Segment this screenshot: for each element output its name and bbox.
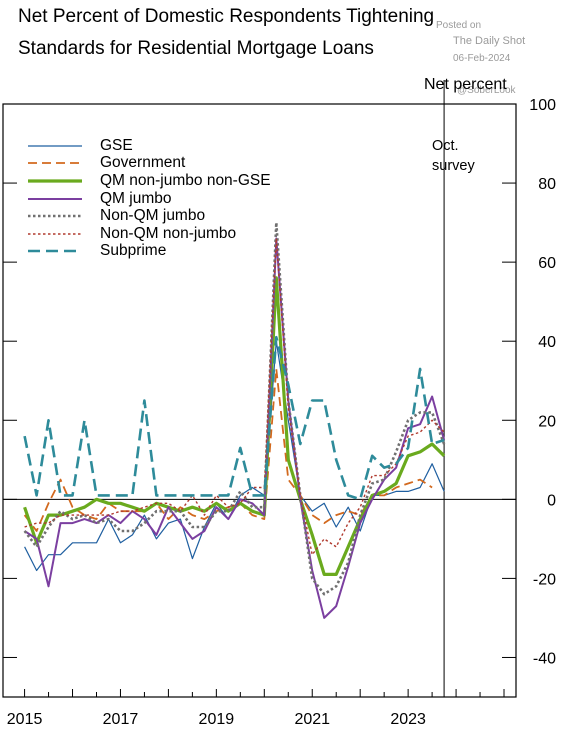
chart-title-line1: Net Percent of Domestic Respondents Tigh… [18,6,435,27]
y-tick-label: 80 [538,176,556,193]
y-tick-label: 60 [538,255,556,272]
annotation-line1: Oct. [432,138,459,154]
x-tick-label: 2015 [7,711,43,728]
legend-swatch [28,162,82,165]
chart-title-line2: Standards for Residential Mortgage Loans [18,38,374,59]
watermark-source: The Daily Shot [453,35,526,47]
watermark-posted-on: Posted on [436,20,482,31]
x-tick-label: 2019 [199,711,235,728]
y-tick-label: 20 [538,413,556,430]
x-tick-label: 2017 [103,711,139,728]
x-tick-label: 2021 [294,711,330,728]
legend-swatch [28,145,82,147]
legend-label: Non-QM non-jumbo [100,224,237,242]
legend-swatch [28,197,82,200]
watermark-date: 06-Feb-2024 [453,53,511,64]
series-line-qm-jumbo [24,237,446,619]
watermark-partial: @SoberLook [457,85,516,96]
annotation-line2: survey [432,158,475,174]
legend-label: Government [100,154,186,172]
legend-swatch [28,250,82,253]
legend-label: GSE [100,136,133,154]
legend-item: Government [28,154,271,173]
legend-swatch [28,233,82,235]
y-tick-label: 40 [538,334,556,351]
oct-survey-annotation: Oct. survey [432,136,512,176]
series-line-subprime [23,335,445,501]
legend-swatch [28,214,82,218]
legend-item: QM jumbo [28,190,271,208]
y-tick-label: 100 [529,97,556,114]
legend-item: Non-QM non-jumbo [28,225,271,243]
legend-item: QM non-jumbo non-GSE [28,172,271,190]
plot-frame [2,103,517,698]
legend-label: QM non-jumbo non-GSE [100,171,271,189]
legend-item: GSE [28,137,271,155]
series-line-gse [24,340,445,572]
y-tick-label: -20 [533,571,556,588]
series-line-qm-non-jumbo-non-gse [23,276,446,576]
legend-label: Subprime [100,242,167,260]
legend: GSE Government QM non-jumbo non-GSE QM jumb… [28,137,271,260]
series-line-non-qm-non-jumbo [24,237,445,556]
legend-item: Non-QM jumbo [28,207,271,225]
legend-swatch [28,179,82,183]
series-line-non-qm-jumbo [23,221,446,596]
y-tick-label: 0 [547,492,556,509]
legend-label: Non-QM jumbo [100,207,206,225]
legend-label: QM jumbo [100,189,172,207]
y-axis-label: Net percent [424,76,507,93]
y-tick-label: -40 [533,650,556,667]
x-tick-label: 2023 [390,711,426,728]
legend-item: Subprime [28,242,271,261]
